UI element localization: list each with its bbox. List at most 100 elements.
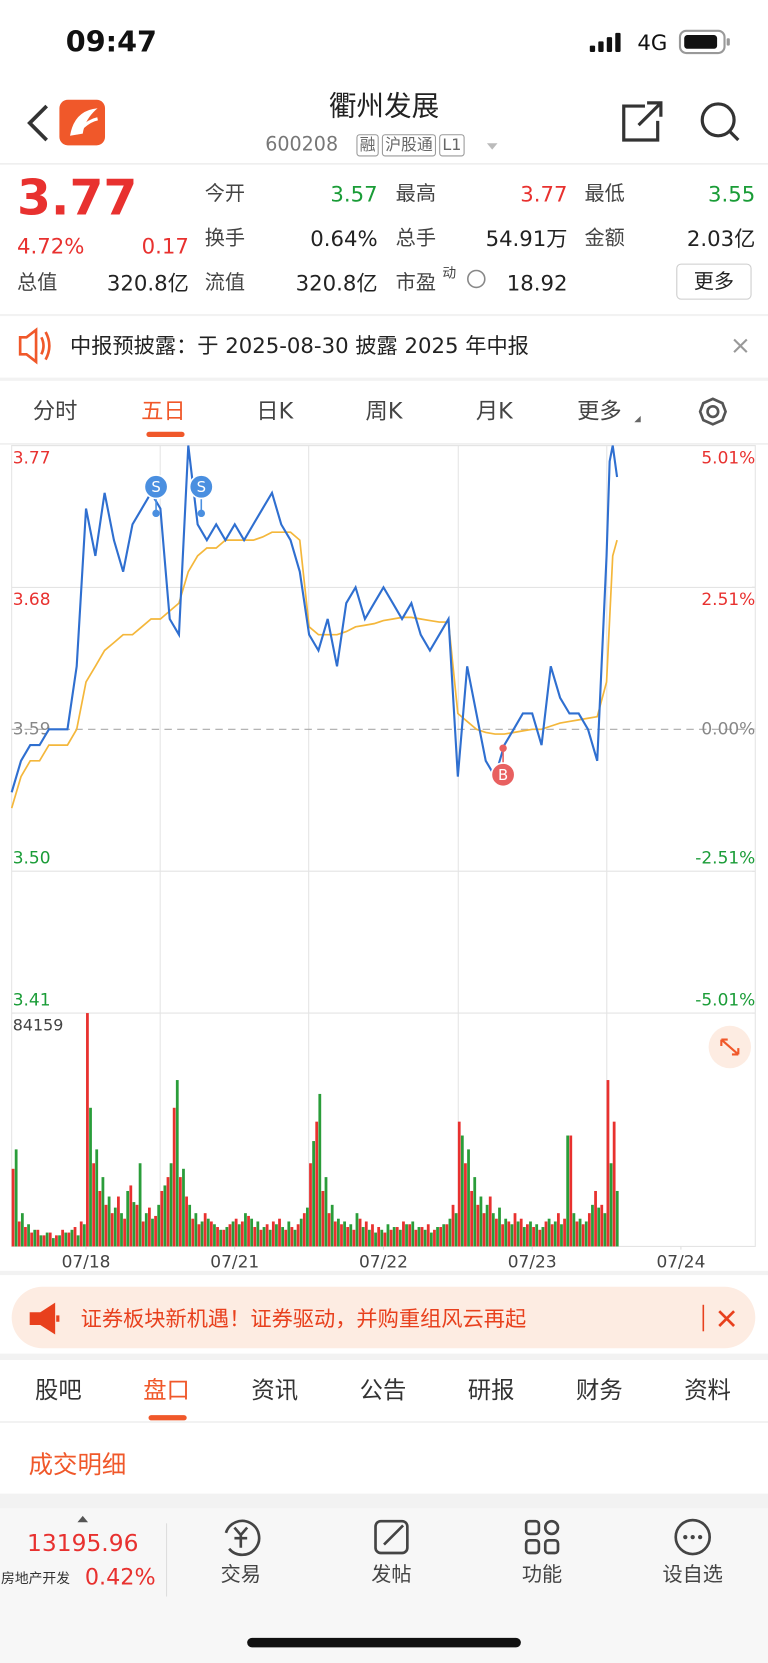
volume-bar [436, 1227, 439, 1247]
bottom-item[interactable]: 发帖 [371, 1563, 412, 1587]
field-value: 320.8亿 [295, 270, 378, 296]
bottom-item[interactable]: 设自选 [662, 1563, 723, 1587]
sub-tab[interactable]: 资料 [684, 1377, 731, 1405]
index-value: 13195.96 [27, 1530, 139, 1558]
banner-text[interactable]: 证券板块新机遇！证券驱动，并购重组风云再起 [80, 1305, 527, 1332]
chart-tab[interactable]: 更多 [577, 398, 622, 424]
chart-tab[interactable]: 日K [256, 398, 294, 424]
volume-bar [315, 1121, 319, 1247]
banner-close[interactable] [718, 1310, 736, 1327]
volume-bar [33, 1229, 37, 1247]
volume-bar [160, 1190, 164, 1247]
field-label: 市盈 [395, 271, 437, 295]
volume-bar [600, 1204, 604, 1247]
volume-bar [367, 1229, 371, 1247]
back-button[interactable] [27, 104, 48, 142]
volume-bar [591, 1204, 594, 1247]
volume-bar [79, 1221, 83, 1247]
volume-bar [519, 1218, 523, 1247]
volume-bar [278, 1218, 281, 1247]
volume-bar [182, 1168, 185, 1247]
volume-bar [380, 1229, 384, 1247]
volume-bar [250, 1218, 254, 1247]
bottom-item[interactable]: 功能 [521, 1563, 563, 1587]
volume-bar [191, 1218, 195, 1247]
volume-bar [383, 1232, 387, 1247]
volume-bar [42, 1235, 46, 1247]
volume-bar [76, 1235, 80, 1247]
chart-tab[interactable]: 周K [365, 398, 403, 424]
volume-bar [433, 1229, 436, 1247]
volume-bar [11, 1168, 15, 1247]
volume-bar [423, 1229, 427, 1247]
volume-bar [14, 1149, 18, 1247]
volume-bar [82, 1224, 86, 1247]
marker-label: B [498, 766, 508, 784]
status-time: 09:47 [65, 25, 157, 59]
field-label: 换手 [204, 226, 246, 250]
field-value: 320.8亿 [106, 270, 189, 296]
volume-bar [389, 1229, 393, 1247]
sub-tab[interactable]: 股吧 [34, 1377, 82, 1405]
volume-bar [606, 1080, 610, 1247]
volume-bar [476, 1204, 480, 1247]
volume-bar [510, 1224, 514, 1247]
close-notice[interactable] [733, 338, 748, 353]
field-label: 最高 [395, 181, 437, 206]
tab-underline [146, 431, 185, 438]
volume-bar [535, 1224, 539, 1247]
marker-label: S [197, 478, 206, 496]
volume-bar [473, 1177, 477, 1247]
battery [678, 29, 730, 55]
volume-bar [39, 1235, 43, 1247]
x-tick-label: 07/23 [508, 1252, 557, 1272]
bottom-item[interactable]: 交易 [220, 1563, 261, 1587]
dropdown [634, 415, 641, 423]
volume-bar [48, 1232, 52, 1247]
volume-bar [110, 1213, 114, 1247]
share-button[interactable] [622, 101, 663, 142]
y2-tick-label: 5.01% [701, 448, 755, 468]
sub-tab[interactable]: 资讯 [251, 1377, 299, 1405]
volume-bar [296, 1224, 300, 1247]
volume-bar [603, 1213, 607, 1247]
volume-bar [581, 1224, 585, 1247]
more-button-label[interactable]: 更多 [693, 269, 735, 294]
more-button[interactable] [676, 263, 752, 300]
volume-bar [253, 1227, 257, 1247]
settings-button[interactable] [698, 397, 728, 426]
field-value: 0.64% [310, 225, 378, 252]
chart-tab[interactable]: 五日 [141, 398, 186, 424]
sub-tab[interactable]: 公告 [359, 1377, 407, 1405]
sub-tab[interactable]: 研报 [467, 1377, 515, 1405]
search-button[interactable] [700, 102, 740, 142]
volume-bar [219, 1229, 223, 1247]
index-name: 房地产开发 [1, 1571, 71, 1588]
volume-bar [281, 1227, 285, 1247]
volume-bar [234, 1218, 238, 1247]
sub-tab[interactable]: 财务 [576, 1377, 623, 1405]
banner-bg[interactable] [11, 1286, 756, 1349]
y-tick-label: 3.59 [13, 719, 51, 739]
chart-tab[interactable]: 月K [475, 398, 513, 424]
chart-tab[interactable]: 分时 [32, 398, 78, 424]
volume-bar [213, 1224, 216, 1247]
volume-bar [126, 1190, 130, 1247]
notice[interactable]: 中报预披露：于 2025-08-30 披露 2025 年中报 [70, 333, 529, 359]
divider [0, 1421, 768, 1423]
volume-bar [256, 1221, 260, 1247]
field-value: 54.91万 [485, 225, 568, 252]
volume-bar [17, 1221, 21, 1247]
volume-bar [392, 1227, 396, 1247]
divider [0, 1353, 768, 1360]
volume-bar [312, 1141, 315, 1247]
volume-bar [58, 1235, 61, 1247]
volume-bar [349, 1224, 353, 1247]
y-tick-label: 3.68 [13, 590, 51, 610]
marker-dot [197, 509, 206, 518]
sub-tab[interactable]: 盘口 [143, 1377, 190, 1405]
volume-bar [529, 1221, 532, 1247]
volume-bar [188, 1204, 192, 1247]
volume-bar [222, 1229, 226, 1247]
volume-bar [448, 1218, 452, 1247]
